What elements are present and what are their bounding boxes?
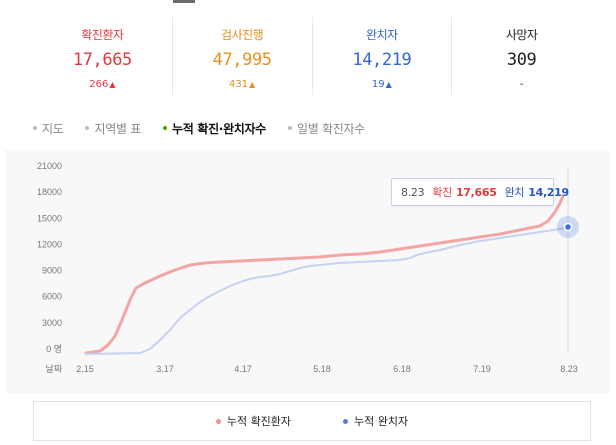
stat-label: 완치자	[366, 28, 398, 42]
up-triangle-icon: ▲	[385, 80, 392, 89]
stat-value: 14,219	[352, 50, 412, 70]
stat-deaths[interactable]: 사망자 309 -	[451, 17, 591, 95]
chart-tabs: 지도 지역별 표 누적 확진·완치자수 일별 확진자수	[33, 118, 387, 138]
tooltip-confirmed-label: 확진	[432, 186, 452, 199]
stats-summary: 확진환자 17,665 266▲ 검사진행 47,995 431▲ 완치자 14…	[33, 17, 591, 95]
y-tick-label: 18000	[37, 187, 62, 197]
delta-value: 266	[89, 79, 109, 90]
stat-recovered[interactable]: 완치자 14,219 19▲	[311, 17, 452, 95]
tooltip-recovered-label: 완치	[504, 186, 525, 199]
stat-delta: 431▲	[173, 79, 312, 90]
legend-dot-icon	[215, 418, 221, 424]
stat-label: 검사진행	[221, 28, 264, 42]
tab-label: 누적 확진·완치자수	[171, 121, 267, 136]
tab-region-table[interactable]: 지역별 표	[85, 120, 141, 137]
x-tick-label: 3.17	[156, 364, 174, 374]
legend-confirmed[interactable]: 누적 확진환자	[215, 413, 292, 429]
x-tick-label: 5.18	[313, 364, 331, 374]
stat-delta: -	[452, 79, 591, 90]
stat-testing[interactable]: 검사진행 47,995 431▲	[171, 17, 312, 95]
stat-confirmed[interactable]: 확진환자 17,665 266▲	[33, 17, 172, 95]
tab-daily[interactable]: 일별 확진자수	[288, 120, 365, 137]
chart-tooltip: 8.23 확진 17,665 완치 14,219	[391, 178, 569, 206]
stat-value: 309	[506, 50, 537, 70]
y-tick-label: 12000	[37, 239, 62, 249]
tooltip-recovered-value: 14,219	[528, 185, 569, 199]
bullet-icon	[85, 126, 90, 130]
delta-value: 19	[371, 79, 385, 90]
legend-dot-icon	[343, 418, 349, 424]
y-tick-label: 9000	[42, 266, 62, 276]
up-triangle-icon: ▲	[249, 80, 256, 89]
tab-cumulative[interactable]: 누적 확진·완치자수	[162, 120, 267, 137]
tab-label: 일별 확진자수	[297, 121, 365, 136]
bullet-icon	[162, 126, 167, 130]
y-tick-label: 21000	[37, 161, 62, 171]
x-tick-label: 6.18	[393, 364, 411, 374]
stat-label: 사망자	[505, 28, 538, 42]
y-tick-label: 15000	[37, 213, 62, 223]
confirmed-series-line	[84, 194, 565, 355]
tab-label: 지도	[42, 121, 64, 136]
tab-map[interactable]: 지도	[33, 120, 64, 137]
y-tick-label: 3000	[42, 318, 62, 328]
legend-label: 누적 확진환자	[226, 415, 292, 428]
hover-marker-dot	[563, 222, 573, 232]
stat-label: 확진환자	[81, 28, 124, 42]
legend-recovered[interactable]: 누적 완치자	[343, 413, 408, 429]
chart-legend: 누적 확진환자 누적 완치자	[33, 401, 591, 441]
up-triangle-icon: ▲	[109, 80, 116, 89]
recovered-series-line	[85, 226, 569, 355]
legend-label: 누적 완치자	[354, 415, 409, 428]
y-tick-label: 0 명	[46, 344, 62, 354]
y-tick-label: 6000	[42, 292, 62, 302]
stat-delta: 266▲	[33, 79, 172, 90]
delta-value: 431	[229, 79, 249, 90]
bullet-icon	[33, 126, 37, 130]
x-tick-label: 4.17	[234, 364, 252, 374]
stat-value: 47,995	[212, 50, 272, 70]
x-tick-label: 2.15	[76, 364, 94, 374]
x-axis-title: 날짜	[45, 364, 62, 374]
stat-delta: 19▲	[313, 79, 452, 90]
active-tab-indicator	[173, 0, 195, 3]
x-tick-label: 8.23	[560, 364, 578, 374]
tooltip-date: 8.23	[401, 185, 425, 199]
x-tick-label: 7.19	[473, 364, 491, 374]
bullet-icon	[288, 126, 293, 130]
tab-label: 지역별 표	[94, 121, 141, 136]
stat-value: 17,665	[72, 50, 132, 70]
tooltip-confirmed-value: 17,665	[455, 185, 497, 199]
delta-value: -	[519, 79, 524, 90]
